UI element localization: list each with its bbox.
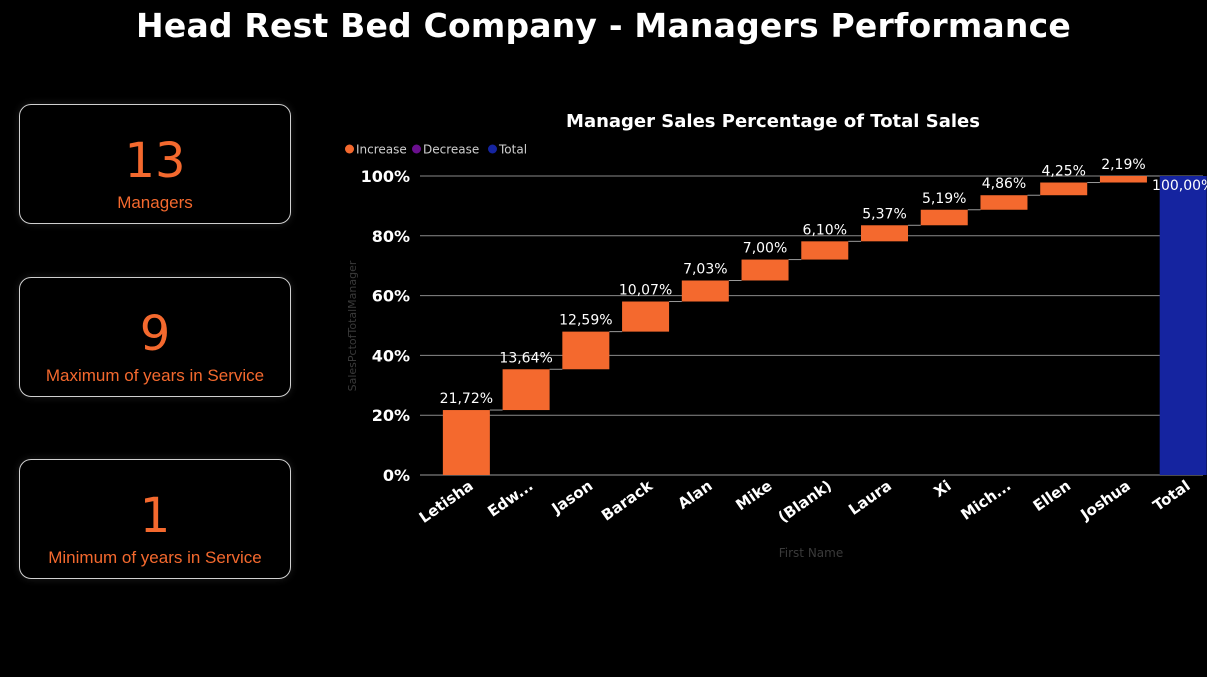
- waterfall-bar: [562, 331, 610, 370]
- max-years-label: Maximum of years in Service: [45, 366, 265, 385]
- legend-label-increase: Increase: [356, 143, 407, 157]
- managers-count-label: Managers: [117, 193, 193, 212]
- max-years-value: 9: [139, 306, 171, 362]
- x-tick-label: Xi: [931, 477, 955, 501]
- y-tick-label: 40%: [372, 346, 410, 365]
- y-tick-label: 80%: [372, 227, 410, 246]
- min-years-card: 1 Minimum of years in Service: [19, 459, 291, 579]
- waterfall-bar: [741, 259, 789, 281]
- data-label: 6,10%: [803, 222, 847, 238]
- x-tick-label: (Blank): [775, 477, 835, 527]
- data-label: 21,72%: [440, 391, 493, 407]
- x-tick-label: Letisha: [416, 477, 477, 527]
- y-tick-label: 20%: [372, 406, 410, 425]
- data-label: 4,86%: [982, 176, 1026, 192]
- legend-marker-decrease: [412, 144, 421, 154]
- waterfall-bar: [1159, 176, 1207, 475]
- x-tick-label: Laura: [845, 477, 895, 519]
- x-tick-label: Jason: [548, 477, 597, 518]
- y-tick-label: 100%: [361, 167, 410, 186]
- y-axis-title: SalesPctofTotalManager: [346, 260, 359, 391]
- x-tick-label: Mich...: [957, 477, 1014, 524]
- x-axis-title: First Name: [779, 546, 843, 560]
- waterfall-bar: [502, 369, 550, 411]
- legend-label-total: Total: [498, 143, 527, 157]
- x-tick-label: Ellen: [1030, 477, 1074, 515]
- waterfall-bar: [861, 225, 909, 242]
- x-tick-label: Barack: [598, 476, 657, 525]
- waterfall-bar: [920, 209, 968, 226]
- data-label: 5,37%: [862, 206, 906, 222]
- waterfall-bar: [681, 280, 729, 302]
- data-label: 12,59%: [559, 313, 612, 329]
- min-years-value: 1: [139, 488, 171, 544]
- x-tick-label: Mike: [732, 477, 775, 515]
- data-label: 2,19%: [1101, 157, 1145, 173]
- data-label: 7,03%: [683, 262, 727, 278]
- waterfall-bar: [622, 301, 670, 332]
- waterfall-bar: [442, 410, 490, 475]
- waterfall-bar: [1099, 175, 1147, 183]
- x-tick-label: Joshua: [1076, 477, 1133, 525]
- waterfall-bar: [980, 195, 1028, 210]
- max-years-card: 9 Maximum of years in Service: [19, 277, 291, 397]
- data-label: 4,25%: [1041, 164, 1085, 180]
- data-label: 5,19%: [922, 191, 966, 207]
- data-label: 10,07%: [619, 283, 672, 299]
- y-tick-label: 0%: [383, 466, 410, 485]
- x-tick-label: Edw...: [484, 477, 536, 521]
- page-title: Head Rest Bed Company - Managers Perform…: [136, 6, 1071, 45]
- managers-count-card: 13 Managers: [19, 104, 291, 224]
- x-tick-label: Total: [1150, 477, 1194, 515]
- data-label: 7,00%: [743, 241, 787, 257]
- waterfall-bar: [801, 241, 849, 260]
- legend-marker-total: [488, 144, 497, 154]
- data-label: 100,00%: [1152, 178, 1207, 194]
- legend-marker-increase: [345, 144, 354, 154]
- data-label: 13,64%: [499, 350, 552, 366]
- y-tick-label: 60%: [372, 287, 410, 306]
- min-years-label: Minimum of years in Service: [48, 548, 262, 567]
- x-tick-label: Alan: [675, 477, 716, 513]
- managers-count-value: 13: [124, 133, 186, 189]
- waterfall-bar: [1040, 182, 1088, 196]
- chart-title: Manager Sales Percentage of Total Sales: [566, 111, 980, 132]
- legend-label-decrease: Decrease: [423, 143, 479, 157]
